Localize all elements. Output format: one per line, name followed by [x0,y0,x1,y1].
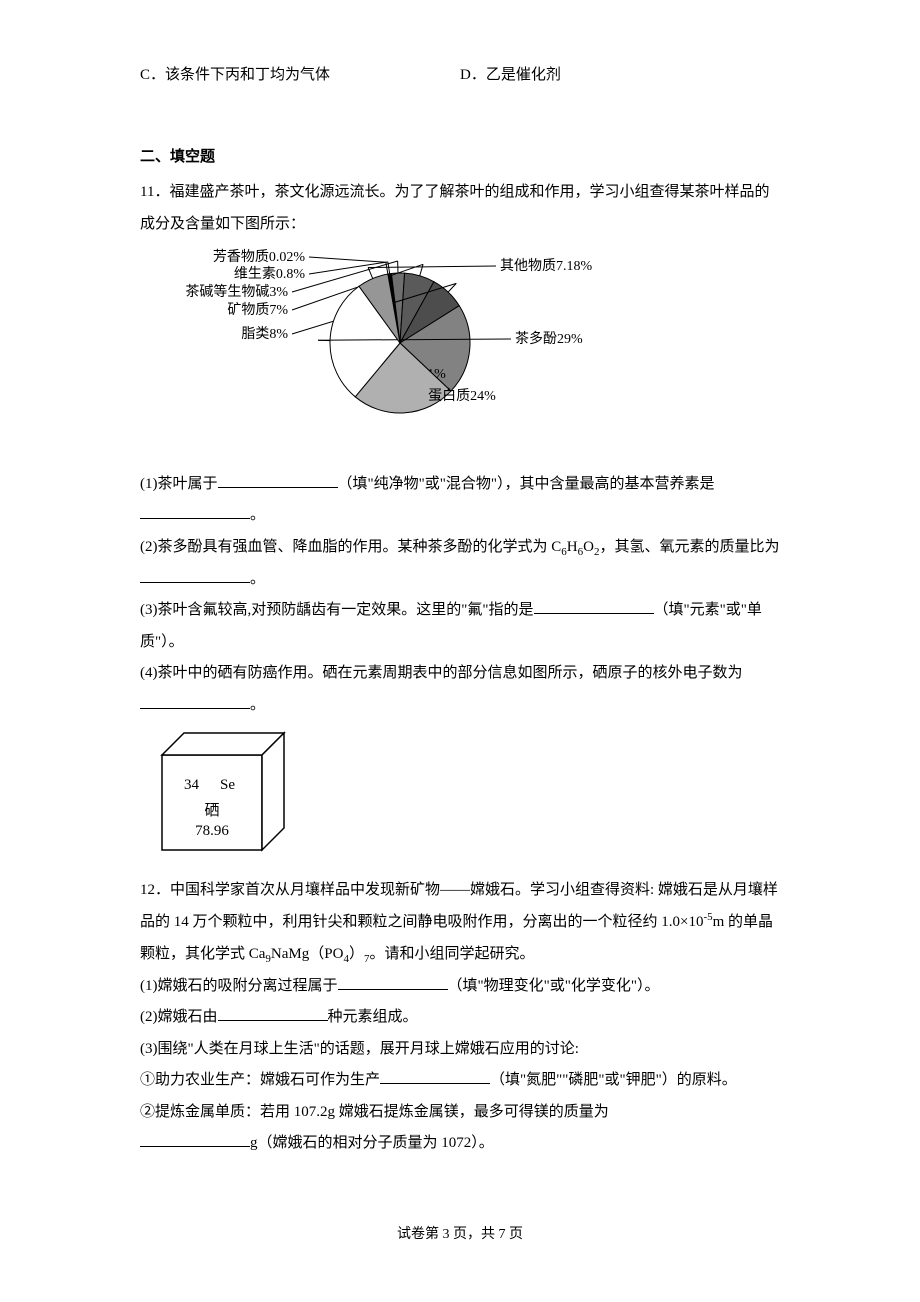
svg-text:硒: 硒 [204,802,219,819]
q11-p2: (2)茶多酚具有强血管、降血脂的作用。某种茶多酚的化学式为 C6H6O2，其氢、… [140,532,780,596]
svg-text:34: 34 [184,777,200,793]
q12-p2: (2)嫦娥石由 种元素组成。 [140,1002,780,1034]
q11-p2c: 。 [250,571,265,587]
q11-p3a: (3)茶叶含氟较高,对预防龋齿有一定效果。这里的"氟"指的是 [140,602,534,618]
q11-intro: 11．福建盛产茶叶，茶文化源远流长。为了了解茶叶的组成和作用，学习小组查得某茶叶… [140,177,780,240]
q11-p2a: (2)茶多酚具有强血管、降血脂的作用。某种茶多酚的化学式为 C [140,539,561,555]
svg-text:其他物质7.18%: 其他物质7.18% [500,258,592,274]
svg-text:蛋白质24%: 蛋白质24% [428,388,496,404]
q12-p32b: g（嫦娥石的相对分子质量为 1072）。 [250,1135,494,1151]
q11-p3: (3)茶叶含氟较高,对预防龋齿有一定效果。这里的"氟"指的是（填"元素"或"单质… [140,595,780,658]
q11-p2b: ，其氢、氧元素的质量比为 [599,539,779,555]
q12-intro: 12．中国科学家首次从月壤样品中发现新矿物——嫦娥石。学习小组查得资料: 嫦娥石… [140,875,780,971]
section-2-header: 二、填空题 [140,142,780,174]
q12-intro-d: ） [349,946,364,962]
element-box: 34 Se硒 78.96 [160,731,780,865]
svg-text:茶碱等生物碱3%: 茶碱等生物碱3% [185,283,288,300]
q11-p1b: （填"纯净物"或"混合物"），其中含量最高的基本营养素是 [338,476,715,492]
q12-blank-2 [218,1003,328,1021]
q12-blank-1 [338,972,448,990]
element-box-svg: 34 Se硒 78.96 [160,731,286,852]
q11-p4: (4)茶叶中的硒有防癌作用。硒在元素周期表中的部分信息如图所示，硒原子的核外电子… [140,658,780,721]
q12-p3: (3)围绕"人类在月球上生活"的话题，展开月球上嫦娥石应用的讨论: [140,1034,780,1066]
q10-option-c: C．该条件下丙和丁均为气体 [140,60,460,92]
q11-p1c: 。 [250,507,265,523]
q11-p4a: (4)茶叶中的硒有防癌作用。硒在元素周期表中的部分信息如图所示，硒原子的核外电子… [140,665,743,681]
q12-blank-4 [140,1129,250,1147]
svg-text:脂类8%: 脂类8% [241,326,288,342]
q12-p2a: (2)嫦娥石由 [140,1009,218,1025]
q12-p1b: （填"物理变化"或"化学变化"）。 [448,978,660,994]
q12-p31b: （填"氮肥""磷肥"或"钾肥"）的原料。 [490,1072,737,1088]
q11-p4b: 。 [250,697,265,713]
q11-pie-chart: 芳香物质0.02%维生素0.8%茶碱等生物碱3%矿物质7%脂类8%茶多糖21%蛋… [160,248,780,461]
q11-p2H: H [567,539,578,555]
q12-blank-3 [380,1066,490,1084]
q12-p1: (1)嫦娥石的吸附分离过程属于 （填"物理变化"或"化学变化"）。 [140,971,780,1003]
q11-p1: (1)茶叶属于 （填"纯净物"或"混合物"），其中含量最高的基本营养素是。 [140,469,780,532]
q11-blank-3 [140,565,250,583]
q12-intro-c: NaMg（PO [271,946,344,962]
q12-p32a: ②提炼金属单质：若用 107.2g 嫦娥石提炼金属镁，最多可得镁的质量为 [140,1104,609,1120]
q11-p1a: (1)茶叶属于 [140,476,218,492]
q12-intro-a: 12．中国科学家首次从月壤样品中发现新矿物——嫦娥石。学习小组查得资料: 嫦娥石… [140,882,778,931]
q12-sup: -5 [703,911,712,923]
q12-p2b: 种元素组成。 [328,1009,418,1025]
q11-blank-2 [140,501,250,519]
q12-p31a: ①助力农业生产：嫦娥石可作为生产 [140,1072,380,1088]
q11-blank-5 [140,691,250,709]
svg-text:茶多酚29%: 茶多酚29% [515,330,583,347]
svg-text:Se: Se [220,777,235,793]
q10-option-d: D．乙是催化剂 [460,60,780,92]
q11-p2O: O [583,539,594,555]
pie-svg: 芳香物质0.02%维生素0.8%茶碱等生物碱3%矿物质7%脂类8%茶多糖21%蛋… [160,248,630,448]
page-footer: 试卷第 3 页，共 7 页 [140,1220,780,1249]
svg-text:维生素0.8%: 维生素0.8% [234,266,305,282]
q12-p31: ①助力农业生产：嫦娥石可作为生产 （填"氮肥""磷肥"或"钾肥"）的原料。 [140,1065,780,1097]
svg-text:芳香物质0.02%: 芳香物质0.02% [213,248,305,265]
q12-p32: ②提炼金属单质：若用 107.2g 嫦娥石提炼金属镁，最多可得镁的质量为 g（嫦娥… [140,1097,780,1160]
svg-text:78.96: 78.96 [195,823,229,839]
q12-intro-e: 。请和小组同学起研究。 [369,946,534,962]
svg-text:矿物质7%: 矿物质7% [227,302,288,318]
q12-p1a: (1)嫦娥石的吸附分离过程属于 [140,978,338,994]
q11-blank-4 [534,596,654,614]
q11-blank-1 [218,470,338,488]
